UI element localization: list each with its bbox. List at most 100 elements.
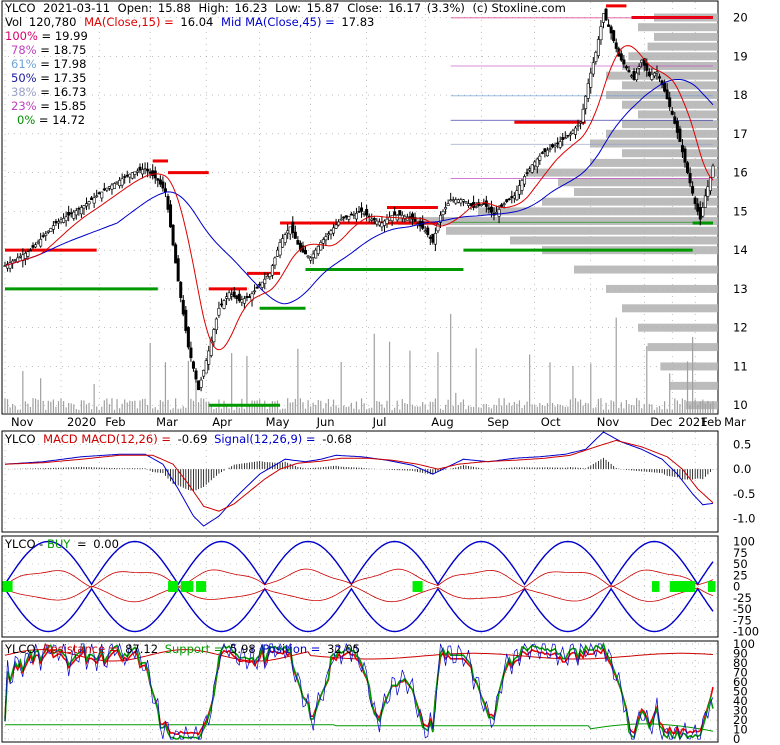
- price-tick-label: 10: [733, 398, 748, 412]
- candle-body: [632, 70, 636, 80]
- candle-body: [428, 236, 432, 239]
- buy-marker: [412, 581, 418, 592]
- volume-profile-bar: [606, 91, 718, 100]
- candle-body: [105, 187, 109, 191]
- resistance-label: Resistance =: [43, 642, 118, 656]
- candle-body: [74, 210, 78, 216]
- buy-marker: [672, 581, 678, 592]
- buy-marker: [654, 581, 660, 592]
- candle-body: [166, 196, 170, 210]
- candle-body: [225, 296, 229, 299]
- candle-body: [530, 164, 534, 173]
- candle-body: [69, 212, 73, 215]
- candle-body: [370, 218, 374, 221]
- candle-body: [293, 231, 297, 239]
- candle-body: [28, 249, 32, 252]
- position-label: Position =: [262, 642, 320, 656]
- panel-tick-label: 0.5: [733, 437, 751, 451]
- candle-body: [642, 58, 646, 66]
- candle-body: [507, 198, 511, 201]
- month-tick-label: Jun: [316, 415, 335, 429]
- candle-body: [533, 161, 537, 167]
- candle-body: [278, 242, 282, 256]
- volume-profile-bar: [446, 226, 718, 235]
- candle-body: [614, 42, 618, 49]
- candle-body: [635, 72, 639, 81]
- candle-body: [194, 370, 198, 380]
- candle-body: [23, 252, 27, 259]
- candle-body: [163, 188, 167, 193]
- candle-body: [288, 226, 292, 235]
- buy-bands: [4, 540, 714, 633]
- month-tick-label: Nov: [597, 415, 620, 429]
- candle-body: [306, 255, 310, 258]
- fib-legend-item: 50% = 17.35: [11, 71, 86, 85]
- candle-body: [263, 278, 267, 284]
- candle-body: [235, 295, 239, 299]
- position-title: YLCO Resistance = 87.12 Support = 5.98 P…: [4, 642, 360, 656]
- candle-body: [46, 230, 50, 233]
- candle-body: [456, 199, 460, 203]
- panel-tick-label: 60: [733, 675, 748, 689]
- month-tick-label: 2021: [678, 415, 707, 429]
- volume-profile-bar: [574, 265, 718, 274]
- volume-profile-bar: [558, 178, 718, 187]
- buy-upper-band: [4, 540, 714, 586]
- buy-value: 0.00: [93, 537, 119, 551]
- vol-value: 120,780: [29, 15, 77, 29]
- candle-body: [362, 213, 366, 215]
- panel-tick-label: 40: [733, 694, 748, 708]
- candle-body: [553, 145, 557, 148]
- candle-body: [515, 190, 519, 201]
- change-value: (3.3%): [427, 1, 465, 15]
- candle-body: [655, 71, 659, 74]
- candle-body: [365, 209, 369, 216]
- volume-profile-bar: [647, 42, 718, 51]
- candle-body: [360, 207, 364, 212]
- fib-legend-value: = 18.75: [37, 43, 87, 57]
- candle-body: [342, 216, 346, 219]
- fib-legend-percent: 0%: [17, 113, 35, 127]
- volume-profile-bar: [398, 217, 718, 226]
- candle-body: [34, 244, 38, 248]
- candle-body: [31, 245, 35, 248]
- candle-body: [240, 299, 244, 303]
- candle-body: [141, 169, 145, 175]
- candle-body: [314, 249, 318, 259]
- candle-body: [400, 214, 404, 219]
- low-label: Low:: [275, 1, 301, 15]
- candle-body: [390, 214, 394, 222]
- buy-marker: [196, 581, 202, 592]
- support-label: Support =: [165, 642, 224, 656]
- candle-body: [543, 148, 547, 152]
- midma-label: Mid MA(Close,45) =: [221, 15, 335, 29]
- open-label: Open:: [118, 1, 153, 15]
- fib-legend-percent: 38%: [11, 85, 37, 99]
- candle-body: [67, 211, 71, 216]
- position-blue-line: [4, 642, 714, 741]
- candle-body: [181, 299, 185, 315]
- candle-body: [39, 238, 43, 247]
- candle-body: [44, 233, 48, 236]
- candle-body: [174, 244, 178, 264]
- price-tick-label: 13: [733, 282, 748, 296]
- volume-profile-bar: [638, 110, 718, 119]
- macd-y-axis: -1.0 -0.5 0.0 0.5: [733, 437, 755, 525]
- candle-body: [270, 265, 274, 276]
- candle-body: [217, 308, 221, 316]
- candle-body: [535, 158, 539, 168]
- candle-body: [703, 195, 707, 208]
- high-value: 16.23: [234, 1, 267, 15]
- candle-body: [77, 208, 81, 210]
- candle-body: [512, 195, 516, 199]
- macd-signal-label: Signal(12,26,9) =: [214, 432, 315, 446]
- candle-body: [110, 184, 114, 190]
- candle-body: [622, 59, 626, 65]
- candle-body: [431, 233, 435, 243]
- panel-tick-label: 90: [733, 646, 748, 660]
- candle-body: [255, 287, 259, 289]
- close-label: Close:: [347, 1, 382, 15]
- candle-body: [497, 209, 501, 217]
